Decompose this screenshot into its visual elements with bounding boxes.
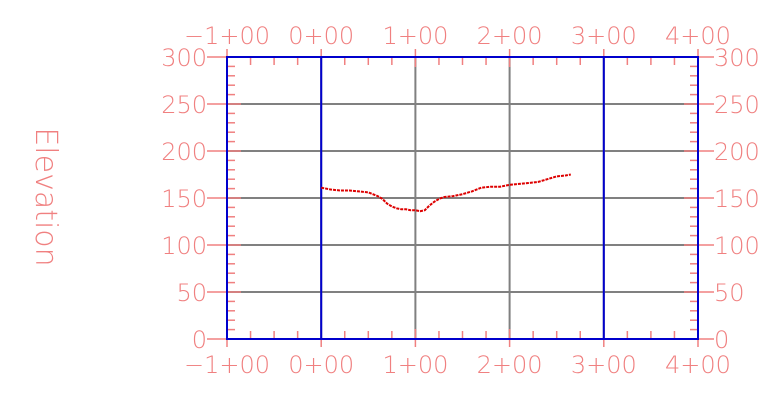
- x-tick-label-bottom: −1+00: [184, 351, 270, 379]
- y-tick-label-right: 200: [714, 138, 760, 166]
- plot-border: [226, 56, 699, 340]
- y-tick-label-right: 100: [714, 232, 760, 260]
- y-tick-label-right: 250: [714, 91, 760, 119]
- grid-lines: [226, 56, 699, 340]
- tick-labels: −1+00 −1+00 0+00 0+00 1+00 1+00 2+00 2+00 3+00 3+…: [161, 22, 760, 379]
- x-tick-label-bottom: 3+00: [571, 351, 637, 379]
- x-tick-label-top: 2+00: [477, 22, 543, 50]
- x-tick-label-top: 1+00: [382, 22, 448, 50]
- y-tick-label-left: 250: [161, 91, 207, 119]
- y-tick-label-left: 150: [161, 185, 207, 213]
- x-tick-label-top: 4+00: [665, 22, 731, 50]
- y-tick-label-right: 300: [714, 44, 760, 72]
- y-tick-label-right: 50: [714, 279, 745, 307]
- x-tick-label-bottom: 0+00: [288, 351, 354, 379]
- y-axis-label: Elevation: [28, 127, 63, 266]
- y-tick-label-left: 0: [192, 326, 207, 354]
- y-tick-label-left: 200: [161, 138, 207, 166]
- x-tick-label-bottom: 1+00: [382, 351, 448, 379]
- plot-frame: [226, 56, 699, 340]
- y-tick-label-left: 300: [161, 44, 207, 72]
- y-tick-label-right: 150: [714, 185, 760, 213]
- x-tick-label-bottom: 4+00: [665, 351, 731, 379]
- x-tick-label-bottom: 2+00: [477, 351, 543, 379]
- x-tick-label-top: −1+00: [184, 22, 270, 50]
- y-tick-label-left: 100: [161, 232, 207, 260]
- profile-series: [321, 173, 571, 213]
- x-tick-label-top: 0+00: [288, 22, 354, 50]
- profile-line: [321, 173, 571, 213]
- y-tick-label-right: 0: [714, 326, 729, 354]
- y-tick-label-left: 50: [176, 279, 207, 307]
- x-tick-label-top: 3+00: [571, 22, 637, 50]
